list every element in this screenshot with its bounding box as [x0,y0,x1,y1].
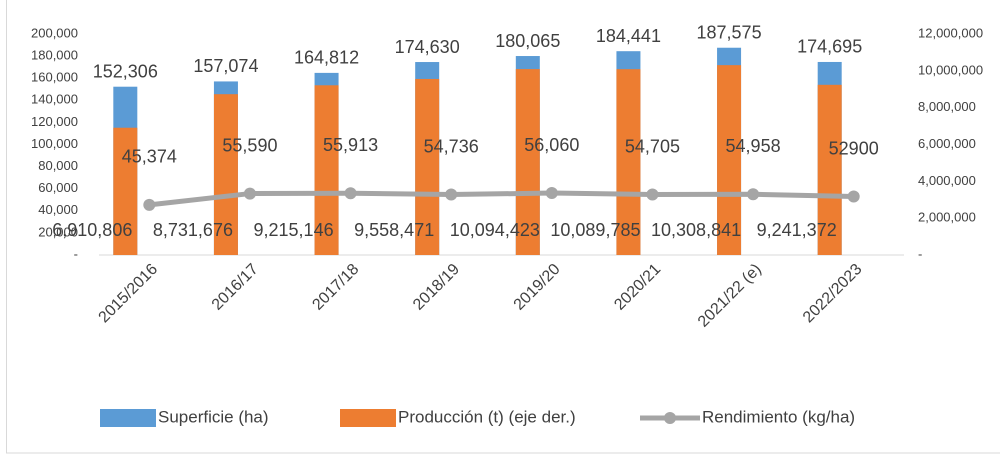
legend-swatch [340,409,396,427]
data-label: 6,910,806 [52,220,132,240]
data-label: 9,241,372 [757,220,837,240]
line-marker [445,188,458,201]
data-label: 54,736 [424,136,479,156]
line [149,190,854,208]
data-label: 187,575 [697,22,762,42]
data-label: 9,215,146 [254,220,334,240]
legend-label: Rendimiento (kg/ha) [702,407,855,426]
data-label: 174,695 [797,37,862,57]
data-label: 56,060 [524,135,579,155]
x-tick-label: 2015/2016 [96,261,162,327]
y-tick-label: 40,000 [38,202,78,217]
data-label: 157,074 [193,56,258,76]
bar [314,85,339,256]
y-tick-label: 140,000 [31,92,78,107]
data-label: 152,306 [93,61,158,81]
data-label: 184,441 [596,26,661,46]
data-label: 45,374 [122,147,177,167]
data-label: 164,812 [294,48,359,68]
y-tick-label: 20,000 [38,224,78,239]
y2-tick-label: 8,000,000 [918,99,976,114]
legend-swatch [100,409,156,427]
data-label: 8,731,676 [153,220,233,240]
bar [817,84,842,255]
data-label: 55,913 [323,135,378,155]
y2-tick-label: 10,000,000 [918,62,983,77]
legend-label: Producción (t) (eje der.) [398,407,576,426]
line-marker [646,188,659,201]
data-label: 174,630 [395,37,460,57]
data-label: 10,308,841 [651,220,741,240]
data-label: 10,094,423 [450,220,540,240]
y-tick-label: 80,000 [38,158,78,173]
line-marker [747,188,760,201]
line-marker [344,187,357,200]
y-tick-label: 100,000 [31,136,78,151]
y-tick-label: 120,000 [31,114,78,129]
x-tick-label: 2019/20 [511,261,564,314]
line-marker [545,187,558,200]
x-tick-label: 2017/18 [309,261,362,314]
data-label: 9,558,471 [354,220,434,240]
y-tick-label: 180,000 [31,48,78,63]
line-marker [847,190,860,203]
y-tick-label: 160,000 [31,70,78,85]
bar [515,69,540,255]
y-tick-label: 60,000 [38,180,78,195]
legend-swatch [664,412,676,424]
y2-tick-label: - [918,246,922,261]
line-marker [243,187,256,200]
data-label: 54,705 [625,136,680,156]
x-tick-label: 2021/22 (e) [695,261,765,331]
y-tick-label: - [74,246,78,261]
y-tick-label: 200,000 [31,25,78,40]
y2-tick-label: 6,000,000 [918,136,976,151]
data-label: 10,089,785 [550,220,640,240]
x-tick-label: 2020/21 [611,261,664,314]
legend-label: Superficie (ha) [158,407,269,426]
x-tick-label: 2022/2023 [800,261,866,327]
y2-tick-label: 4,000,000 [918,173,976,188]
y2-tick-label: 12,000,000 [918,25,983,40]
bar [616,69,641,255]
y2-tick-label: 2,000,000 [918,210,976,225]
bar [113,127,138,255]
data-label: 180,065 [495,31,560,51]
x-tick-label: 2016/17 [209,261,262,314]
data-label: 52900 [829,138,879,158]
data-label: 55,590 [222,135,277,155]
data-label: 54,958 [726,136,781,156]
line-marker [143,198,156,211]
bar [213,94,238,255]
bar [717,65,742,255]
bar [415,78,440,255]
x-tick-label: 2018/19 [410,261,463,314]
chart-border [6,0,1000,454]
